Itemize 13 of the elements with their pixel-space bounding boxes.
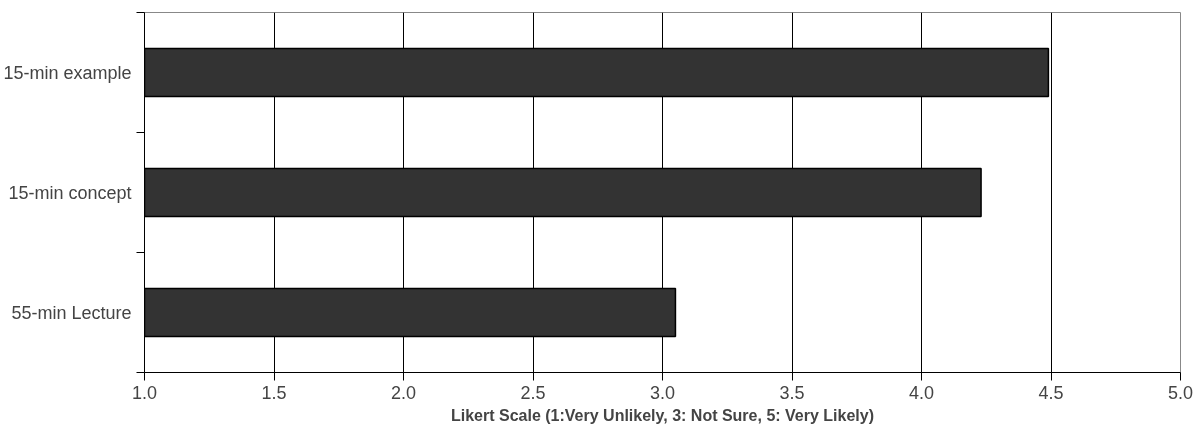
x-tick-label: 1.5 (261, 382, 287, 403)
y-tick-label: 15-min concept (8, 182, 132, 203)
x-tick-label: 4.5 (1038, 382, 1064, 403)
x-tick-label: 4.0 (908, 382, 935, 403)
x-tick-label: 1.0 (131, 382, 158, 403)
x-tick-label: 2.0 (390, 382, 417, 403)
x-tick-label: 2.5 (520, 382, 546, 403)
x-tick-label: 3.5 (779, 382, 805, 403)
y-tick-label: 55-min Lecture (11, 302, 132, 323)
x-tick-label: 3.0 (649, 382, 676, 403)
x-axis-title: Likert Scale (1:Very Unlikely, 3: Not Sure, 5: Very Likely) (451, 406, 874, 424)
x-tick-label: 5.0 (1167, 382, 1194, 403)
y-tick-label: 15-min example (3, 62, 132, 83)
